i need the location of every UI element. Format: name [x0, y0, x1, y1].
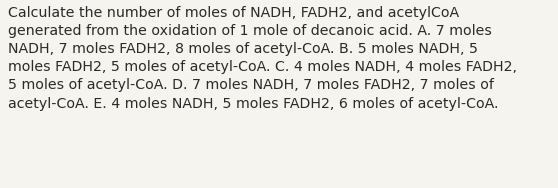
Text: Calculate the number of moles of NADH, FADH2, and acetylCoA
generated from the o: Calculate the number of moles of NADH, F…: [8, 6, 517, 111]
